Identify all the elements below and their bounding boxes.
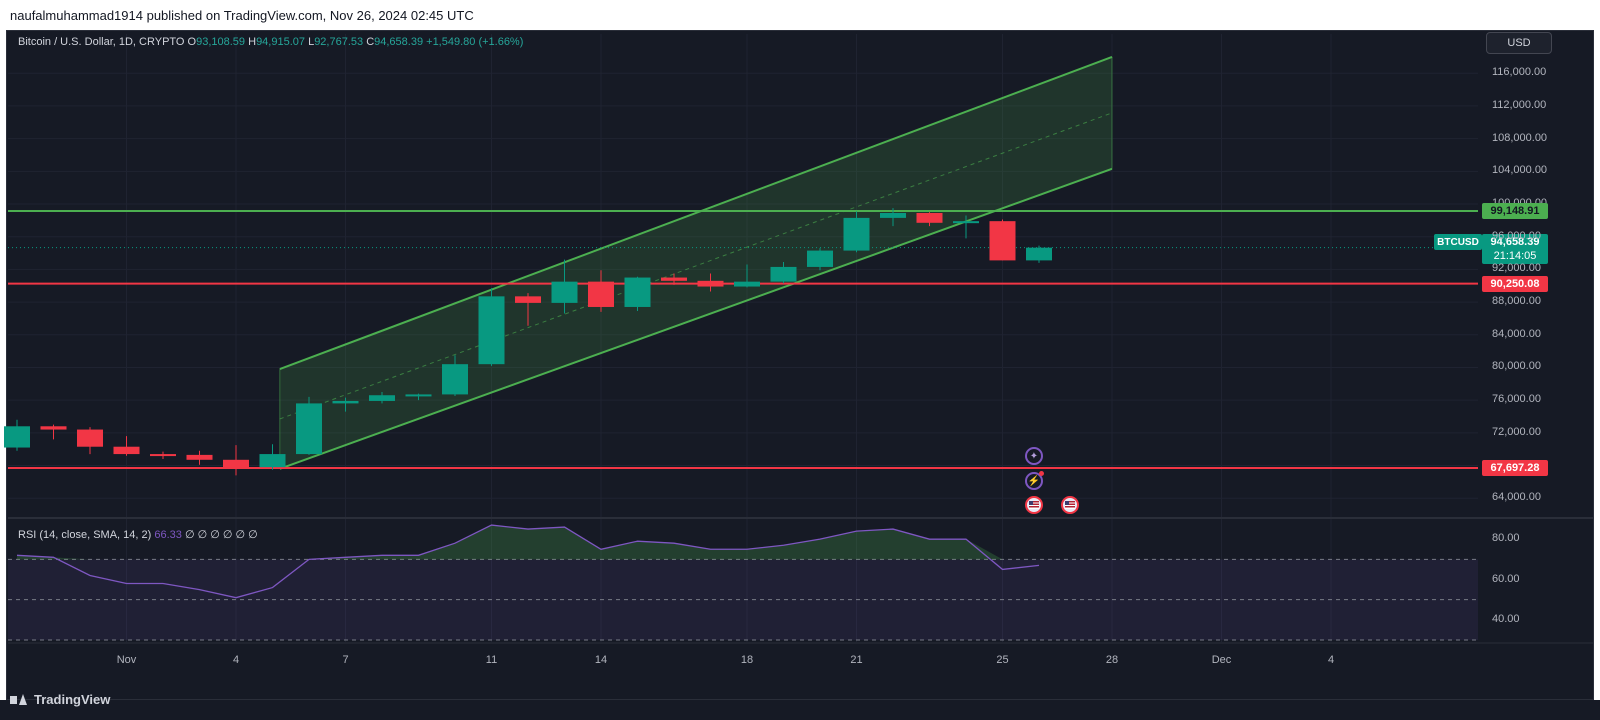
us-flag-event-icon[interactable] [1025,496,1043,514]
price-axis-tick: 112,000.00 [1492,98,1547,111]
brand-name: TradingView [34,692,111,707]
ticker-tag: BTCUSD [1434,234,1482,250]
time-axis-tick: 18 [740,654,754,666]
footer-bar [0,700,1600,720]
candle-body [150,454,176,457]
change-value: +1,549.80 (+1.66%) [426,36,524,48]
candle-body [4,426,30,448]
price-axis-tick: 104,000.00 [1492,164,1548,177]
price-axis-tick: 92,000.00 [1492,262,1541,275]
channel-lower-line [279,167,1113,470]
time-axis-tick: 14 [594,654,608,666]
rsi-extra: ∅ ∅ ∅ ∅ ∅ ∅ [184,529,258,541]
channel-mid-line [279,112,1113,420]
current-price-label: 94,658.39 21:14:05 [1482,234,1548,264]
rsi-axis-tick: 40.00 [1492,612,1520,625]
price-axis-tick: 96,000.00 [1492,229,1541,242]
candle-body [770,266,797,282]
price-axis-tick: 84,000.00 [1492,327,1541,340]
candle-body [843,217,870,251]
current-price-value: 94,658.39 [1490,236,1540,248]
candle-body [369,395,395,401]
high-label: H [248,36,257,48]
candle-body [1026,247,1052,261]
candle-body [989,221,1016,261]
price-axis-tick: 76,000.00 [1492,393,1541,406]
rsi-value: 66.33 [154,529,182,541]
time-axis-tick: 7 [342,654,349,666]
candle-body [697,280,724,287]
candle-body [734,281,760,287]
candle-body [807,250,833,267]
channel-upper-line [279,55,1113,371]
time-axis-tick: 25 [996,654,1009,666]
candle-body [661,277,687,281]
candle-body [515,296,541,303]
currency-button[interactable]: USD [1486,32,1552,54]
low-value: 92,767.53 [314,36,364,48]
price-axis-tick: 80,000.00 [1492,360,1541,373]
candle-body [296,403,322,455]
close-label: C [366,36,375,48]
price-axis-tick: 108,000.00 [1492,131,1548,144]
symbol-title: Bitcoin / U.S. Dollar, 1D, CRYPTO [18,36,185,48]
tradingview-logo-icon [10,694,28,705]
candle-body [223,459,249,468]
rsi-axis-tick: 60.00 [1492,572,1520,585]
candle-body [478,296,505,365]
high-value: 94,915.07 [256,36,305,48]
channel-fill [279,56,1112,469]
notification-dot [1039,471,1044,476]
rsi-overbought-fill [17,525,1039,560]
rsi-title: RSI (14, close, SMA, 14, 2) [18,529,152,541]
candle-body [916,212,943,223]
candle-body [40,426,67,430]
open-value: 93,108.59 [196,36,246,48]
candle-body [588,281,614,307]
time-axis-tick: 4 [232,654,240,666]
candle-body [880,212,906,218]
candle-body [624,277,651,307]
time-axis-tick: 11 [485,654,498,666]
publisher-text: naufalmuhammad1914 published on TradingV… [10,8,474,23]
price-axis-tick: 72,000.00 [1492,425,1541,438]
price-axis-tick: 116,000.00 [1492,66,1547,79]
time-axis-tick: 28 [1105,654,1119,666]
time-axis-tick: 21 [850,654,863,666]
tradingview-logo[interactable]: TradingView [10,692,110,707]
level-price-label: 99,148.91 [1482,202,1548,219]
time-axis-tick: Nov [116,654,137,666]
sparkle-icon[interactable]: ✦ [1025,447,1043,465]
rsi-line [16,524,1040,599]
price-axis-tick: 64,000.00 [1492,491,1541,504]
candle-body [259,454,286,468]
level-price-label: 90,250.08 [1482,275,1548,292]
level-price-label: 67,697.28 [1482,459,1548,476]
candle-body [405,394,432,397]
candle-body [113,446,140,455]
close-value: 94,658.39 [374,36,424,48]
low-label: L [308,36,315,48]
publisher-bar: naufalmuhammad1914 published on TradingV… [0,0,1600,30]
us-flag-icon [1029,501,1039,509]
time-axis-tick: 4 [1327,654,1335,666]
open-label: O [187,36,197,48]
us-flag-icon [1065,501,1075,509]
symbol-legend: Bitcoin / U.S. Dollar, 1D, CRYPTO O93,10… [18,36,523,48]
bar-countdown: 21:14:05 [1493,250,1537,262]
time-axis-tick: Dec [1211,654,1232,666]
rsi-axis-tick: 80.00 [1492,532,1520,545]
candle-body [332,400,359,404]
candle-body [77,429,103,447]
candle-body [186,454,213,460]
price-axis-tick: 88,000.00 [1492,295,1541,308]
candle-body [953,221,979,224]
lightning-icon[interactable]: ⚡ [1025,472,1043,490]
us-flag-event-icon[interactable] [1061,496,1079,514]
rsi-legend: RSI (14, close, SMA, 14, 2) 66.33 ∅ ∅ ∅ … [18,528,258,541]
candle-body [442,364,468,395]
candle-body [551,281,578,303]
